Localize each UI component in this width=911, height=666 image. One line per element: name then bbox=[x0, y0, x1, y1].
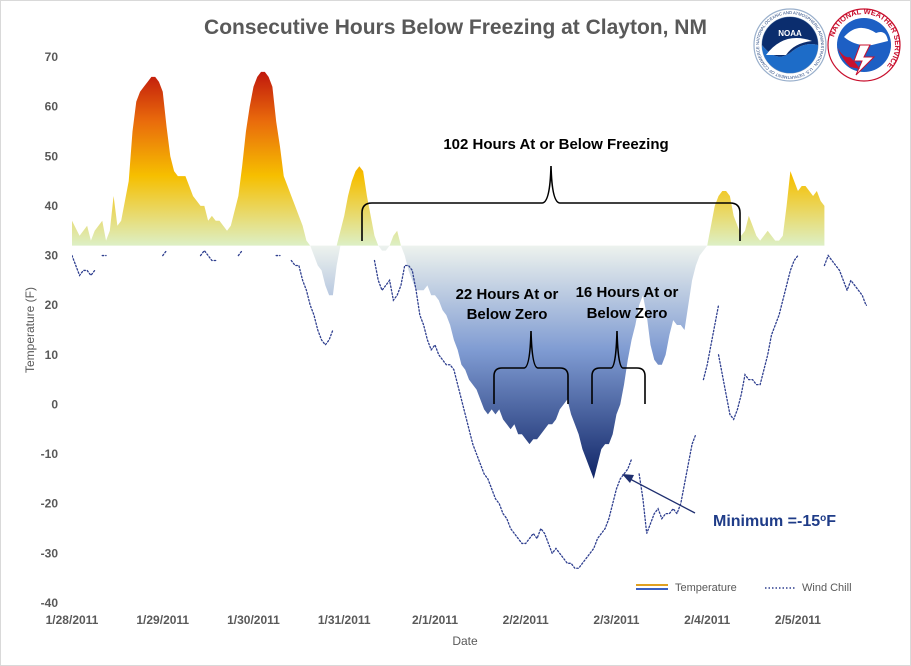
brace-below-zero-2 bbox=[591, 330, 646, 404]
annotation-below-zero-2-line1: 16 Hours At or bbox=[576, 284, 679, 301]
y-tick-label: -20 bbox=[41, 497, 59, 511]
x-tick-label: 1/31/2011 bbox=[318, 613, 371, 627]
annotation-below-zero-1-line2: Below Zero bbox=[467, 306, 548, 323]
annotations: 102 Hours At or Below Freezing 22 Hours … bbox=[361, 136, 836, 531]
wind-chill-line bbox=[373, 259, 633, 569]
wind-chill-line bbox=[162, 249, 168, 257]
legend-label-temperature: Temperature bbox=[675, 582, 737, 594]
annotation-below-zero-1-line1: 22 Hours At or bbox=[456, 286, 559, 303]
wind-chill-line bbox=[717, 254, 799, 421]
wind-chill-line bbox=[702, 304, 720, 381]
x-tick-label: 1/28/2011 bbox=[46, 613, 99, 627]
temperature-area-below-freezing bbox=[72, 245, 825, 479]
x-tick-label: 1/29/2011 bbox=[136, 613, 189, 627]
annotation-below-zero-2-line2: Below Zero bbox=[587, 305, 668, 322]
nws-logo: NATIONAL WEATHER SERVICE bbox=[827, 7, 902, 82]
wind-chill-line bbox=[237, 249, 243, 257]
x-tick-label: 2/3/2011 bbox=[593, 613, 639, 627]
noaa-logo: NOAA NATIONAL OCEANIC AND ATMOSPHERIC AD… bbox=[753, 8, 827, 82]
y-tick-label: 60 bbox=[45, 100, 59, 114]
wind-chill-line bbox=[290, 259, 334, 346]
brace-below-zero-1 bbox=[493, 330, 569, 404]
x-tick-label: 2/5/2011 bbox=[775, 613, 821, 627]
y-tick-label: -40 bbox=[41, 596, 59, 610]
y-axis-title: Temperature (F) bbox=[23, 287, 37, 373]
x-tick-label: 2/4/2011 bbox=[684, 613, 730, 627]
y-axis: -40 -30 -20 -10 0 10 20 30 40 50 60 70 bbox=[41, 50, 59, 610]
x-tick-label: 2/1/2011 bbox=[412, 613, 458, 627]
wind-chill-line bbox=[72, 254, 96, 277]
annotation-minimum: Minimum =-15oF bbox=[713, 513, 836, 531]
temperature-area-above-freezing bbox=[72, 71, 825, 246]
chart-title: Consecutive Hours Below Freezing at Clay… bbox=[204, 16, 707, 39]
y-tick-label: 40 bbox=[45, 199, 59, 213]
noaa-wordmark: NOAA bbox=[778, 29, 802, 38]
x-tick-label: 1/30/2011 bbox=[227, 613, 280, 627]
annotation-freezing: 102 Hours At or Below Freezing bbox=[443, 136, 668, 153]
y-tick-label: -30 bbox=[41, 546, 59, 560]
x-axis: 1/28/2011 1/29/2011 1/30/2011 1/31/2011 2/1/… bbox=[46, 613, 822, 627]
x-tick-label: 2/2/2011 bbox=[503, 613, 549, 627]
minimum-pointer bbox=[629, 478, 696, 514]
x-axis-title: Date bbox=[452, 634, 478, 648]
y-tick-label: 10 bbox=[45, 348, 59, 362]
brace-freezing bbox=[361, 165, 741, 241]
y-tick-label: 20 bbox=[45, 298, 59, 312]
wind-chill-line bbox=[823, 254, 867, 306]
wind-chill-line bbox=[199, 249, 217, 262]
minimum-pointer-head bbox=[622, 474, 634, 483]
y-tick-label: -10 bbox=[41, 447, 59, 461]
y-tick-label: 70 bbox=[45, 50, 59, 64]
wind-chill-line bbox=[638, 433, 697, 534]
legend: Temperature Wind Chill bbox=[636, 582, 852, 594]
y-tick-label: 0 bbox=[51, 397, 58, 411]
y-tick-label: 30 bbox=[45, 249, 59, 263]
y-tick-label: 50 bbox=[45, 149, 59, 163]
legend-label-wind-chill: Wind Chill bbox=[802, 582, 852, 594]
